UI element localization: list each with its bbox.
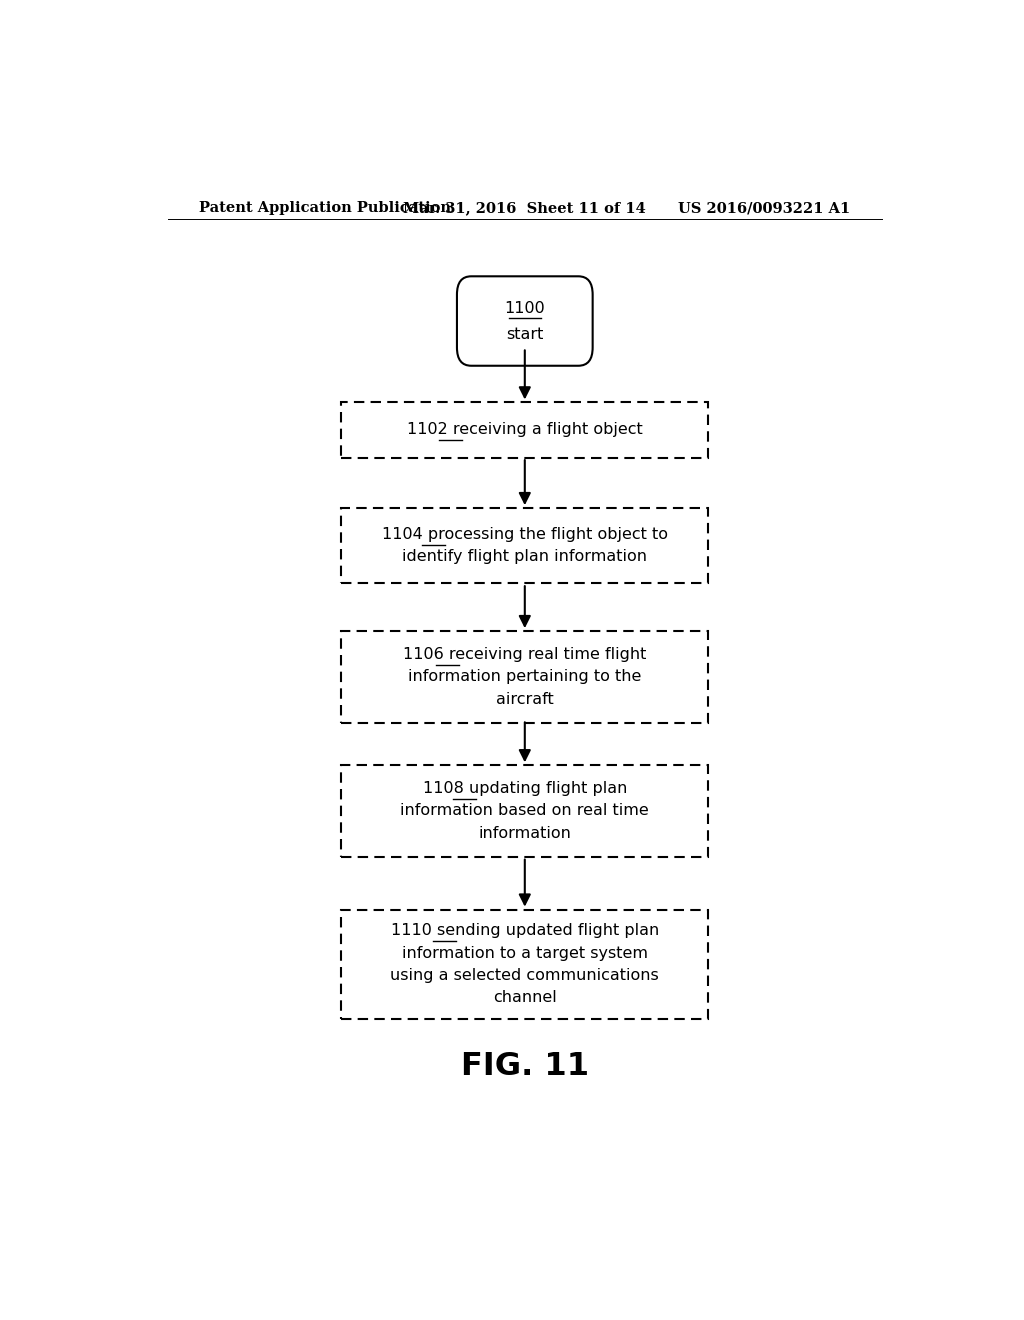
- FancyBboxPatch shape: [341, 909, 709, 1019]
- Text: information: information: [478, 826, 571, 841]
- Text: 1108 updating flight plan: 1108 updating flight plan: [423, 781, 627, 796]
- Text: using a selected communications: using a selected communications: [390, 968, 659, 983]
- Text: 1104 processing the flight object to: 1104 processing the flight object to: [382, 527, 668, 543]
- Text: 1102 receiving a flight object: 1102 receiving a flight object: [407, 422, 643, 437]
- FancyBboxPatch shape: [341, 508, 709, 583]
- Text: 1100: 1100: [505, 301, 545, 317]
- Text: information based on real time: information based on real time: [400, 804, 649, 818]
- Text: information to a target system: information to a target system: [401, 945, 648, 961]
- Text: 1106 receiving real time flight: 1106 receiving real time flight: [403, 647, 646, 661]
- Text: 1110 sending updated flight plan: 1110 sending updated flight plan: [391, 924, 658, 939]
- Text: identify flight plan information: identify flight plan information: [402, 549, 647, 565]
- Text: channel: channel: [493, 990, 557, 1006]
- Text: Mar. 31, 2016  Sheet 11 of 14: Mar. 31, 2016 Sheet 11 of 14: [403, 201, 646, 215]
- FancyBboxPatch shape: [341, 766, 709, 857]
- Text: FIG. 11: FIG. 11: [461, 1051, 589, 1081]
- Text: start: start: [506, 327, 544, 342]
- Text: information pertaining to the: information pertaining to the: [409, 669, 641, 684]
- Text: US 2016/0093221 A1: US 2016/0093221 A1: [678, 201, 850, 215]
- FancyBboxPatch shape: [341, 631, 709, 722]
- FancyBboxPatch shape: [341, 401, 709, 458]
- FancyBboxPatch shape: [457, 276, 593, 366]
- Text: aircraft: aircraft: [496, 692, 554, 706]
- Text: Patent Application Publication: Patent Application Publication: [200, 201, 452, 215]
